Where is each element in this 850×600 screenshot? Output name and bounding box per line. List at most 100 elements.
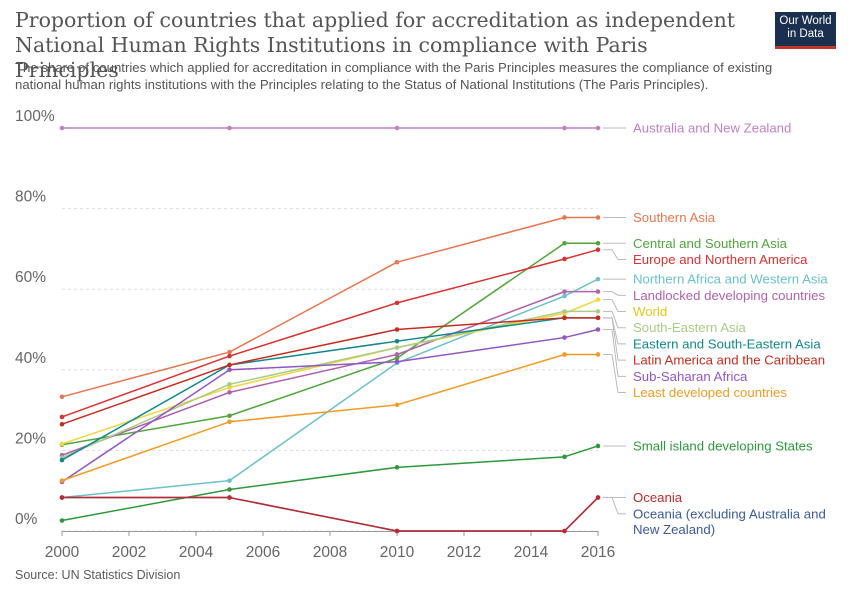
legend-label: Landlocked developing countries xyxy=(633,288,825,303)
data-point xyxy=(394,352,400,357)
series-line xyxy=(61,310,598,459)
data-point xyxy=(394,465,400,470)
legend-label: Least developed countries xyxy=(633,385,787,400)
legend-connector xyxy=(603,291,626,296)
legend-label: Southern Asia xyxy=(633,210,716,225)
legend-connector xyxy=(603,329,626,377)
x-tick-label: 2004 xyxy=(179,544,214,561)
y-tick-label: 40% xyxy=(15,350,46,367)
data-point xyxy=(595,276,601,282)
x-tick-label: 2008 xyxy=(313,544,347,561)
data-point xyxy=(595,495,601,500)
series-line xyxy=(61,317,598,461)
x-tick-label: 2016 xyxy=(581,544,615,561)
series-line xyxy=(62,496,599,532)
data-point xyxy=(394,125,400,131)
data-point xyxy=(227,362,232,368)
data-point xyxy=(595,289,601,294)
x-tick-label: 2000 xyxy=(45,544,80,561)
x-tick-label: 2006 xyxy=(246,544,280,561)
y-axis-ticks: 0% 20% 40% 60% 80% 100% xyxy=(15,108,55,528)
x-axis: 2000 2002 2004 2006 2008 2010 2012 2014 2016 xyxy=(45,531,615,561)
y-tick-label: 20% xyxy=(15,430,46,447)
series-line xyxy=(61,317,598,425)
legend-label: South-Eastern Asia xyxy=(633,320,747,335)
data-point xyxy=(59,414,65,420)
legend-connector xyxy=(603,249,626,260)
legend-connector xyxy=(603,353,626,394)
legend-label: Europe and Northern America xyxy=(633,252,808,267)
data-point xyxy=(227,413,232,419)
x-tick-label: 2010 xyxy=(380,544,415,561)
data-point xyxy=(562,289,567,294)
data-point xyxy=(227,487,232,492)
legend-label: Australia and New Zealand xyxy=(633,121,791,136)
data-point xyxy=(595,247,601,253)
owid-logo[interactable]: Our World in Data xyxy=(775,12,836,49)
data-point xyxy=(562,352,567,357)
data-point xyxy=(394,259,400,265)
chart-title: Proportion of countries that applied for… xyxy=(15,8,736,82)
data-point xyxy=(394,327,400,332)
data-point xyxy=(562,315,567,321)
data-point xyxy=(595,215,601,220)
logo-line-1: Our World xyxy=(779,15,832,27)
data-point xyxy=(394,338,400,344)
data-point xyxy=(394,528,400,534)
series-line xyxy=(61,445,599,522)
data-point xyxy=(59,441,65,447)
y-tick-label: 0% xyxy=(15,511,38,528)
data-point xyxy=(595,309,601,314)
data-point xyxy=(595,240,601,246)
legend-connector xyxy=(603,299,626,313)
data-point xyxy=(562,309,567,314)
legend-label: Small island developing States xyxy=(633,438,813,453)
legend-connector xyxy=(603,317,626,361)
legend-connectors xyxy=(603,127,626,515)
series-line xyxy=(61,328,599,483)
data-point xyxy=(227,367,232,373)
series-line xyxy=(62,496,599,532)
source-note: Source: UN Statistics Division xyxy=(15,568,181,582)
data-point xyxy=(59,495,65,500)
legend-label: Oceania (excluding Australia and xyxy=(633,506,826,521)
legend-label: Oceania xyxy=(633,490,683,505)
data-point xyxy=(394,355,400,361)
data-point xyxy=(595,297,601,302)
gridlines xyxy=(62,127,598,532)
data-point xyxy=(227,125,232,131)
data-point xyxy=(227,382,232,387)
legend-connector xyxy=(603,317,626,345)
data-point xyxy=(595,352,601,357)
logo-line-2: in Data xyxy=(787,28,824,40)
legend-label: Northern Africa and Western Asia xyxy=(633,272,828,287)
data-point xyxy=(562,215,567,220)
data-point xyxy=(227,390,232,395)
data-point xyxy=(227,353,232,359)
data-point xyxy=(394,359,400,365)
y-tick-label: 60% xyxy=(15,269,46,286)
legend-label: Central and Southern Asia xyxy=(633,236,788,251)
data-point xyxy=(59,394,65,400)
data-point xyxy=(394,345,400,350)
data-point xyxy=(595,327,601,332)
data-point xyxy=(562,528,567,534)
data-point xyxy=(394,300,400,306)
legend-connector xyxy=(603,497,626,515)
data-point xyxy=(562,240,567,246)
series-lines xyxy=(59,125,601,534)
data-point xyxy=(562,125,567,131)
data-point xyxy=(394,402,400,408)
data-point xyxy=(595,315,601,321)
data-point xyxy=(59,421,65,427)
data-point xyxy=(595,125,601,131)
legend-label: World xyxy=(633,304,667,319)
data-point xyxy=(59,478,65,483)
x-tick-label: 2012 xyxy=(447,544,481,561)
legend-label: Sub-Saharan Africa xyxy=(633,369,748,384)
data-point xyxy=(562,256,567,262)
legend-label: Eastern and South-Eastern Asia xyxy=(633,336,821,351)
legend-label: Latin America and the Caribbean xyxy=(633,353,825,368)
data-point xyxy=(595,443,601,449)
